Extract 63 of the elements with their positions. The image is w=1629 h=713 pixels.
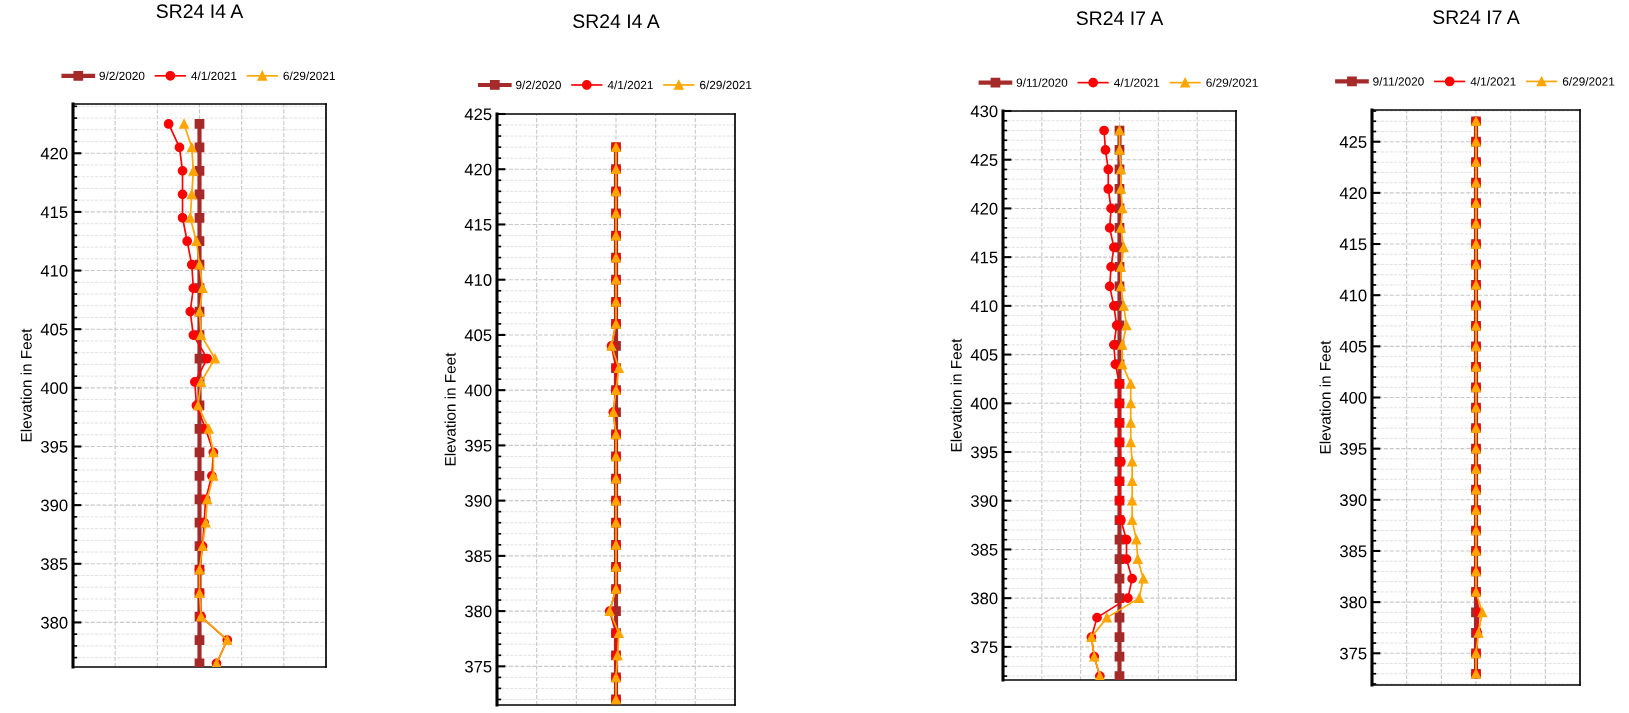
y-tick-label: 390: [1339, 494, 1367, 507]
legend-label: 9/2/2020: [99, 71, 145, 81]
y-tick-label: 420: [40, 147, 68, 160]
y-tick-label: 385: [40, 558, 68, 570]
y-tick-label: 410: [970, 300, 998, 313]
y-tick-label: 385: [1339, 545, 1367, 558]
y-tick-label: 395: [970, 446, 998, 459]
legend-label: 4/1/2021: [607, 80, 653, 90]
y-tick-label: 385: [464, 550, 492, 563]
y-tick-label: 425: [464, 108, 492, 121]
y-tick-label: 410: [464, 274, 492, 286]
y-tick-label: 425: [970, 154, 998, 166]
legend-label: 9/11/2020: [1016, 78, 1068, 87]
y-axis-title: Elevation in Feet: [1319, 340, 1331, 454]
y-tick-label: 375: [970, 641, 998, 654]
legend-label: 9/2/2020: [516, 80, 561, 90]
y-tick-label: 400: [464, 384, 492, 397]
y-tick-label: 375: [1339, 647, 1367, 660]
y-tick-label: 410: [40, 264, 68, 277]
legend-label: 4/1/2021: [1114, 78, 1160, 87]
y-tick-label: 380: [970, 592, 998, 605]
y-tick-label: 390: [40, 499, 68, 512]
y-tick-label: 425: [1339, 136, 1367, 148]
y-tick-label: 390: [970, 495, 998, 507]
y-tick-label: 380: [1339, 596, 1367, 609]
y-tick-label: 385: [970, 543, 998, 556]
y-tick-label: 420: [1339, 187, 1367, 200]
y-tick-label: 395: [464, 439, 492, 452]
y-tick-label: 415: [1339, 238, 1367, 251]
y-tick-label: 405: [40, 323, 68, 336]
chart-title: SR24 I7 A: [1433, 10, 1520, 25]
legend-label: 6/29/2021: [1562, 77, 1615, 86]
chart-title: SR24 I7 A: [1076, 11, 1164, 26]
y-tick-label: 380: [464, 605, 492, 618]
y-axis-title: Elevation in Feet: [950, 338, 962, 452]
y-tick-label: 430: [970, 105, 998, 118]
y-tick-label: 390: [464, 495, 492, 507]
y-tick-label: 375: [464, 660, 492, 673]
y-tick-label: 400: [40, 382, 68, 395]
y-tick-label: 410: [1339, 289, 1367, 302]
legend-label: 6/29/2021: [1206, 78, 1258, 87]
y-tick-label: 420: [464, 163, 492, 176]
y-axis-title: Elevation in Feet: [20, 328, 32, 442]
y-tick-label: 415: [464, 219, 492, 231]
y-tick-label: 395: [1339, 443, 1367, 455]
y-tick-label: 395: [40, 440, 68, 453]
chart-title: SR24 I4 A: [156, 4, 244, 19]
y-tick-label: 400: [1339, 391, 1367, 404]
legend-label: 6/29/2021: [283, 71, 335, 81]
y-tick-label: 405: [464, 329, 492, 342]
legend-label: 6/29/2021: [700, 80, 752, 90]
y-tick-label: 415: [40, 206, 68, 219]
chart-title: SR24 I4 A: [573, 14, 660, 29]
y-axis-title: Elevation in Feet: [444, 352, 456, 466]
legend-label: 9/11/2020: [1373, 77, 1424, 86]
y-tick-label: 380: [40, 616, 68, 629]
legend-label: 4/1/2021: [1470, 77, 1516, 86]
y-tick-label: 420: [970, 202, 998, 215]
legend-label: 4/1/2021: [191, 71, 237, 81]
y-tick-label: 405: [970, 348, 998, 361]
y-tick-label: 405: [1339, 340, 1367, 353]
y-tick-label: 400: [970, 397, 998, 410]
y-tick-label: 415: [970, 251, 998, 264]
